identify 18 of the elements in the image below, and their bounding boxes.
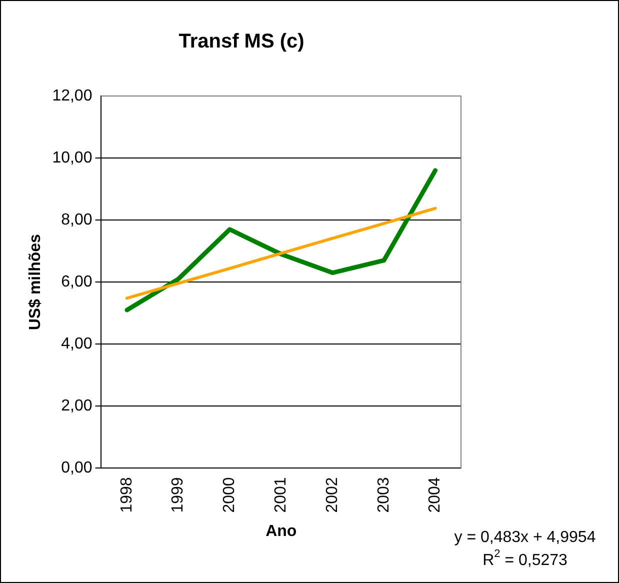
x-tick-label: 2001: [272, 477, 290, 513]
x-tick-label: 2004: [426, 477, 444, 513]
y-tick-label: 0,00: [61, 460, 92, 477]
y-tick-label: 10,00: [52, 149, 92, 166]
x-axis-title: Ano: [266, 522, 297, 540]
x-tick-label: 2002: [324, 477, 341, 513]
y-tick-label: 8,00: [61, 211, 92, 228]
y-tick-label: 2,00: [61, 398, 92, 415]
y-tick-label: 4,00: [61, 336, 92, 353]
y-tick-label: 12,00: [52, 87, 92, 104]
x-tick-label: 2000: [221, 477, 238, 513]
text: y = 0,483x + 4,9954: [454, 529, 596, 546]
chart-title: Transf MS (c): [178, 30, 304, 53]
x-tick-label: 1998: [118, 477, 136, 513]
y-axis-title: US$ milhões: [27, 234, 44, 330]
x-tick-label: 1999: [170, 477, 187, 513]
x-tick-label: 2003: [375, 477, 392, 513]
y-tick-label: 6,00: [61, 274, 92, 291]
